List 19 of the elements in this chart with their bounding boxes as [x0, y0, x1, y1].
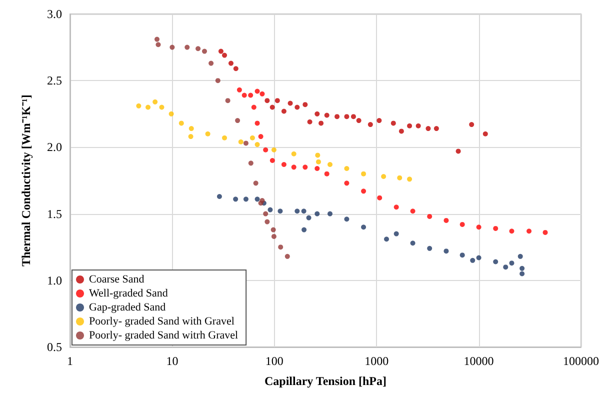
legend-label: Well-graded Sand: [89, 288, 168, 300]
y-tick-label: 1.5: [47, 206, 62, 221]
legend-label: Coarse Sand: [89, 274, 145, 286]
legend-label: Poorly- graded Sand witrh Gravel: [89, 330, 238, 342]
x-tick-label: 100: [265, 354, 284, 368]
x-axis-title: Capillary Tension [hPa]: [264, 374, 387, 388]
legend-label: Gap-graded Sand: [89, 302, 166, 314]
y-tick-label: 0.5: [47, 340, 62, 354]
y-tick-label: 2.0: [47, 140, 62, 154]
x-tick-label: 1: [67, 354, 73, 368]
y-axis-title: Thermal Conductivity [Wm⁻¹K⁻¹]: [19, 94, 33, 266]
x-tick-label: 10: [166, 354, 178, 368]
x-tick-label: 10000: [464, 354, 494, 368]
x-tick-label: 1000: [364, 354, 389, 368]
y-tick-label: 3.0: [47, 7, 62, 21]
y-tick-label: 2.5: [47, 74, 62, 88]
legend-label: Poorly- graded Sand with Gravel: [89, 316, 234, 328]
y-tick-label: 1.0: [47, 273, 62, 288]
x-tick-label: 100000: [563, 354, 599, 368]
